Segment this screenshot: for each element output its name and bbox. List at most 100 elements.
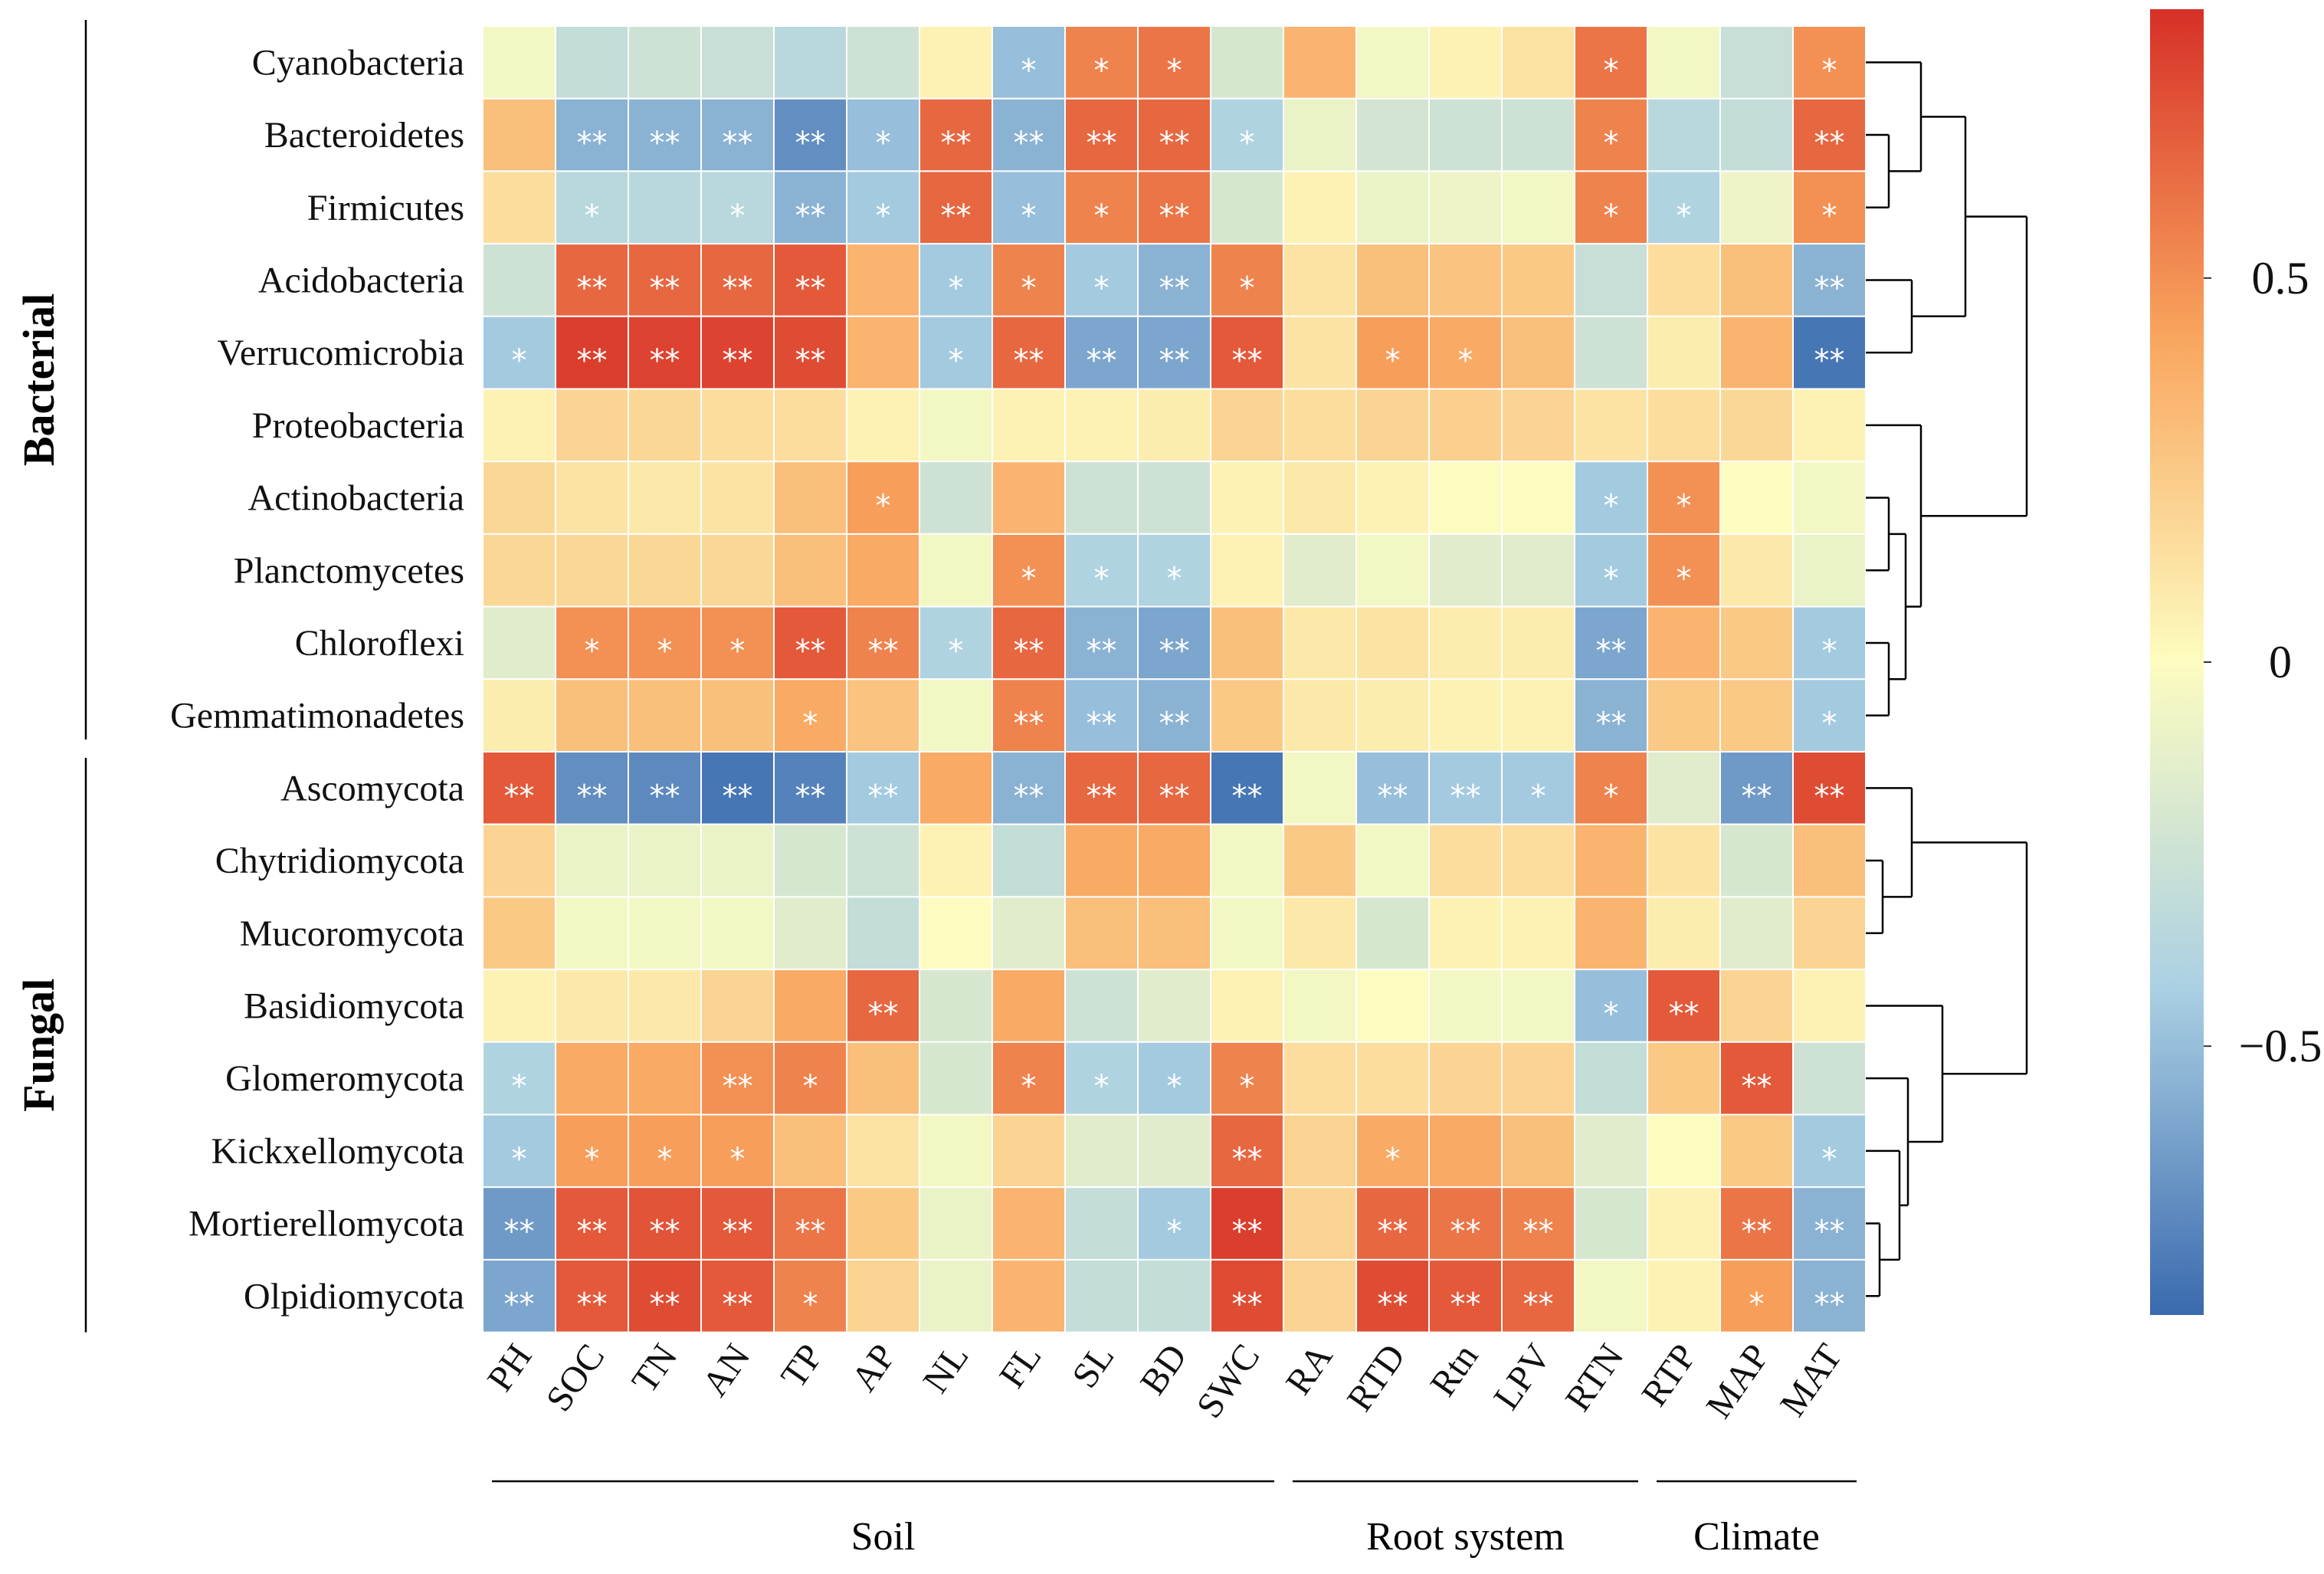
cell-mucoromycota-bd — [1137, 896, 1211, 971]
col-label-rtd: RTD — [1339, 1337, 1414, 1419]
cell-planctomycetes-map — [1719, 533, 1794, 608]
sig-ascomycota-lpv: * — [1531, 779, 1546, 814]
cell-proteobacteria-rtd — [1355, 388, 1430, 463]
cell-mortierellomycota-nl — [919, 1186, 993, 1261]
cell-gemmatimonadetes-bd — [1137, 678, 1211, 753]
col-label-tn: TN — [624, 1337, 685, 1401]
sig-verrucomicrobia-ph: * — [512, 343, 527, 379]
cell-cyanobacteria-ph — [482, 25, 556, 100]
cell-basidiomycota-rtn — [1428, 969, 1503, 1043]
row-label-verrucomicrobia: Verrucomicrobia — [217, 333, 464, 373]
cell-actinobacteria-rtd — [1355, 461, 1430, 535]
cell-proteobacteria-tn — [628, 388, 702, 463]
group-brackets: Bacterial Fungal Soil Root system Climate — [14, 20, 1857, 1559]
cell-firmicutes-soc — [555, 170, 629, 245]
sig-glomeromycota-swc: * — [1240, 1069, 1255, 1104]
cell-bacteroidetes-rtp — [1647, 97, 1721, 172]
row-label-glomeromycota: Glomeromycota — [225, 1058, 464, 1099]
cell-chytridiomycota-map — [1719, 823, 1794, 898]
cell-chytridiomycota-rtd — [1355, 823, 1430, 898]
cell-proteobacteria-swc — [1210, 388, 1284, 463]
sig-ascomycota-map: ** — [1742, 779, 1772, 814]
sig-bacteroidetes-tn: ** — [650, 126, 680, 161]
cell-mucoromycota-tp — [773, 896, 847, 971]
cell-ascomycota-map — [1719, 751, 1794, 825]
cell-basidiomycota-rtd — [1355, 969, 1430, 1043]
cell-acidobacteria-swc — [1210, 243, 1284, 317]
cell-olpidiomycota-soc — [555, 1258, 629, 1333]
sig-bacteroidetes-ap: * — [876, 126, 891, 161]
cell-basidiomycota-soc — [555, 969, 629, 1043]
cell-kickxellomycota-tp — [773, 1113, 847, 1189]
cell-acidobacteria-an — [700, 243, 775, 317]
cell-gemmatimonadetes-ap — [846, 678, 920, 753]
cell-gemmatimonadetes-rtd — [1355, 678, 1430, 753]
col-label-swc: SWC — [1188, 1337, 1267, 1426]
cell-kickxellomycota-lpv — [1501, 1113, 1575, 1189]
cell-cyanobacteria-ra — [1283, 25, 1357, 100]
sig-acidobacteria-an: ** — [723, 271, 753, 306]
cell-chytridiomycota-ap — [846, 823, 920, 898]
cell-cyanobacteria-rtn — [1428, 25, 1503, 100]
row-label-bacteroidetes: Bacteroidetes — [264, 115, 464, 156]
sig-gemmatimonadetes-mat: * — [1822, 707, 1837, 742]
sig-planctomycetes-rtn: * — [1604, 561, 1619, 596]
cell-firmicutes-tp — [773, 170, 847, 245]
cell-gemmatimonadetes-soc — [555, 678, 629, 753]
cell-mortierellomycota-mat — [1792, 1186, 1867, 1261]
cell-firmicutes-nl — [919, 170, 993, 245]
cell-cyanobacteria-tn — [628, 25, 702, 100]
cell-basidiomycota-an — [700, 969, 775, 1043]
sig-mortierellomycota-tp: ** — [795, 1215, 826, 1250]
sig-kickxellomycota-rtd: * — [1385, 1142, 1401, 1177]
cell-planctomycetes-rtd — [1355, 533, 1430, 608]
sig-acidobacteria-bd: ** — [1159, 271, 1190, 306]
cell-firmicutes-swc — [1210, 170, 1284, 245]
cell-firmicutes-rtd — [1355, 170, 1430, 245]
cell-mucoromycota-rtn — [1574, 896, 1648, 971]
colorbar: 0.5 0 −0.5 — [2150, 9, 2322, 1315]
cell-chytridiomycota-ra — [1283, 823, 1357, 898]
cell-basidiomycota-fl — [992, 969, 1066, 1043]
cell-olpidiomycota-fl — [992, 1258, 1066, 1333]
sig-cyanobacteria-mat: * — [1822, 53, 1837, 88]
sig-verrucomicrobia-swc: ** — [1232, 343, 1263, 379]
cell-acidobacteria-lpv — [1501, 243, 1575, 317]
cell-cyanobacteria-ap — [846, 25, 920, 100]
cell-basidiomycota-sl — [1064, 969, 1139, 1043]
sig-mortierellomycota-lpv: ** — [1523, 1215, 1554, 1250]
cell-kickxellomycota-fl — [992, 1113, 1066, 1189]
cell-actinobacteria-sl — [1064, 461, 1139, 535]
cell-verrucomicrobia-tp — [773, 315, 847, 390]
row-labels: Cyanobacteria Bacteroidetes Firmicutes Acid… — [170, 42, 464, 1317]
row-label-proteobacteria: Proteobacteria — [252, 405, 464, 446]
cell-mortierellomycota-map — [1719, 1186, 1794, 1261]
cell-acidobacteria-ra — [1283, 243, 1357, 317]
sig-verrucomicrobia-rtd: * — [1385, 343, 1401, 379]
sig-cyanobacteria-bd: * — [1167, 53, 1182, 88]
sig-chloroflexi-tn: * — [657, 634, 673, 669]
cell-firmicutes-ph — [482, 170, 556, 245]
cell-firmicutes-rtn — [1428, 170, 1503, 245]
cell-glomeromycota-rtp — [1647, 1041, 1721, 1116]
cell-glomeromycota-rtn — [1574, 1041, 1648, 1116]
col-label-sl: SL — [1064, 1337, 1123, 1395]
sig-glomeromycota-fl: * — [1021, 1069, 1037, 1104]
sig-chloroflexi-tp: ** — [795, 634, 826, 669]
cell-ascomycota-ph — [482, 751, 556, 825]
cell-glomeromycota-mat — [1792, 1041, 1867, 1116]
sig-firmicutes-fl: * — [1021, 198, 1037, 234]
col-label-lpv: LPV — [1486, 1336, 1559, 1417]
cell-basidiomycota-nl — [919, 969, 993, 1043]
sig-verrucomicrobia-tn: ** — [650, 343, 680, 379]
cell-bacteroidetes-rtd — [1355, 97, 1430, 172]
cell-actinobacteria-an — [700, 461, 775, 535]
col-label-soc: SOC — [539, 1337, 613, 1419]
cell-kickxellomycota-an — [700, 1113, 775, 1189]
col-label-ap: AP — [844, 1337, 904, 1399]
sig-cyanobacteria-rtn: * — [1604, 53, 1619, 88]
cell-proteobacteria-ra — [1283, 388, 1357, 463]
cell-olpidiomycota-bd — [1137, 1258, 1211, 1333]
cell-mortierellomycota-swc — [1210, 1186, 1284, 1261]
cell-olpidiomycota-nl — [919, 1258, 993, 1333]
